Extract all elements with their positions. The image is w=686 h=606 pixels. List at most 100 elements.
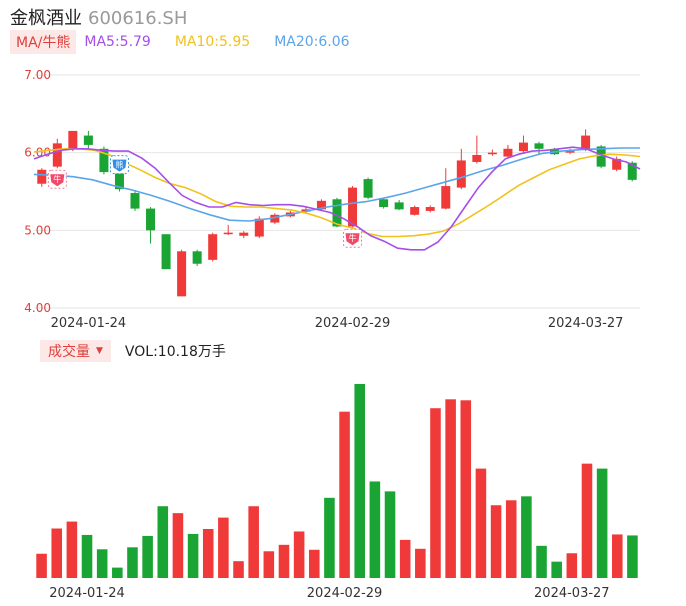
- volume-bar: [187, 533, 199, 578]
- candle-body: [363, 179, 373, 198]
- volume-bar: [354, 383, 366, 578]
- candle-body: [130, 193, 140, 209]
- price-tick-label: 6.00: [24, 146, 51, 160]
- candle-body: [581, 135, 591, 149]
- candle: [208, 232, 218, 262]
- candle: [332, 197, 342, 228]
- volume-bar: [627, 535, 638, 578]
- candle-body: [146, 208, 156, 231]
- price-tick-label: 7.00: [24, 68, 51, 82]
- volume-bar: [233, 561, 244, 578]
- volume-bar: [293, 531, 305, 578]
- candle-body: [316, 200, 326, 210]
- volume-bar: [445, 399, 456, 578]
- stock-code: 600616.SH: [88, 8, 188, 29]
- candle: [394, 200, 404, 211]
- volume-bar: [51, 528, 63, 578]
- volume-bar: [324, 497, 335, 578]
- volume-date-label: 2024-02-29: [307, 586, 383, 601]
- candle: [363, 177, 373, 200]
- volume-bar: [218, 517, 229, 578]
- candle: [130, 191, 140, 211]
- candle-body: [410, 207, 420, 215]
- candle: [379, 197, 389, 209]
- candle-body: [612, 158, 622, 170]
- volume-bar: [521, 496, 532, 578]
- candle: [518, 135, 528, 153]
- stock-name: 金枫酒业: [10, 8, 82, 29]
- volume-legend: 成交量 ▼ VOL:10.18万手: [40, 340, 226, 362]
- candle-body: [99, 148, 109, 173]
- volume-date-label: 2024-03-27: [534, 586, 610, 601]
- volume-bar: [172, 513, 184, 578]
- price-tick-label: 5.00: [24, 223, 51, 237]
- candle-body: [192, 251, 202, 264]
- candle-body: [627, 162, 637, 180]
- candle-body: [270, 214, 280, 223]
- volume-bar: [415, 548, 426, 578]
- candle: [441, 168, 451, 210]
- volume-bar: [490, 505, 502, 578]
- candle-body: [208, 234, 218, 260]
- candle-body: [596, 146, 606, 167]
- signal-marker-label: 牛: [53, 174, 61, 184]
- candle-body: [114, 169, 124, 190]
- volume-bar: [278, 544, 290, 578]
- candle-body: [503, 148, 513, 157]
- candle: [487, 149, 497, 156]
- volume-indicator-label: 成交量: [48, 344, 90, 360]
- ma20-value: MA20:6.06: [274, 34, 350, 50]
- candle: [348, 186, 358, 228]
- candle-body: [332, 199, 342, 227]
- ma-legend: MA/牛熊 MA5:5.79 MA10:5.95 MA20:6.06: [10, 30, 374, 54]
- candle-body: [487, 152, 497, 155]
- volume-bar: [384, 491, 396, 578]
- volume-bar: [308, 549, 320, 578]
- price-date-label: 2024-03-27: [548, 316, 624, 331]
- candle: [83, 130, 93, 149]
- volume-bar: [551, 561, 562, 578]
- candle: [37, 168, 47, 187]
- ma-bull-bear-toggle[interactable]: MA/牛熊: [10, 30, 77, 54]
- candle-body: [68, 130, 78, 149]
- volume-bar: [127, 547, 138, 578]
- ma10-value: MA10:5.95: [174, 34, 251, 50]
- ma5-value: MA5:5.79: [84, 34, 151, 50]
- candle: [534, 141, 544, 155]
- candle: [177, 249, 187, 297]
- caret-down-icon: ▼: [96, 346, 103, 356]
- volume-bar: [505, 500, 517, 578]
- volume-bar: [96, 549, 108, 578]
- candle: [146, 207, 156, 244]
- ma20-line: [33, 147, 640, 222]
- candle-body: [441, 186, 451, 209]
- bear-signal-marker: 熊: [109, 155, 129, 175]
- candle: [68, 130, 78, 152]
- volume-bar: [112, 567, 123, 578]
- bull-shield-icon: [50, 174, 65, 187]
- candle-body: [348, 187, 358, 227]
- candle: [456, 148, 466, 190]
- signal-marker-label: 牛: [349, 233, 357, 243]
- candle-body: [254, 218, 264, 237]
- candle-body: [161, 234, 171, 270]
- candle: [223, 224, 233, 235]
- candle: [503, 144, 513, 159]
- bear-shield-icon: [112, 159, 127, 172]
- candle-body: [52, 143, 62, 167]
- volume-bar: [475, 468, 487, 578]
- ma5-line: [33, 146, 641, 251]
- volume-indicator-dropdown[interactable]: 成交量 ▼: [40, 340, 111, 362]
- volume-bar: [157, 506, 169, 578]
- stock-title: 金枫酒业 600616.SH: [10, 4, 187, 30]
- candle: [472, 135, 482, 164]
- volume-bar: [611, 534, 623, 578]
- volume-bar: [339, 411, 350, 578]
- candle: [239, 231, 249, 239]
- price-tick-label: 4.00: [24, 301, 51, 315]
- candle-body: [83, 135, 93, 145]
- candle-body: [565, 151, 575, 153]
- volume-bar: [202, 528, 214, 578]
